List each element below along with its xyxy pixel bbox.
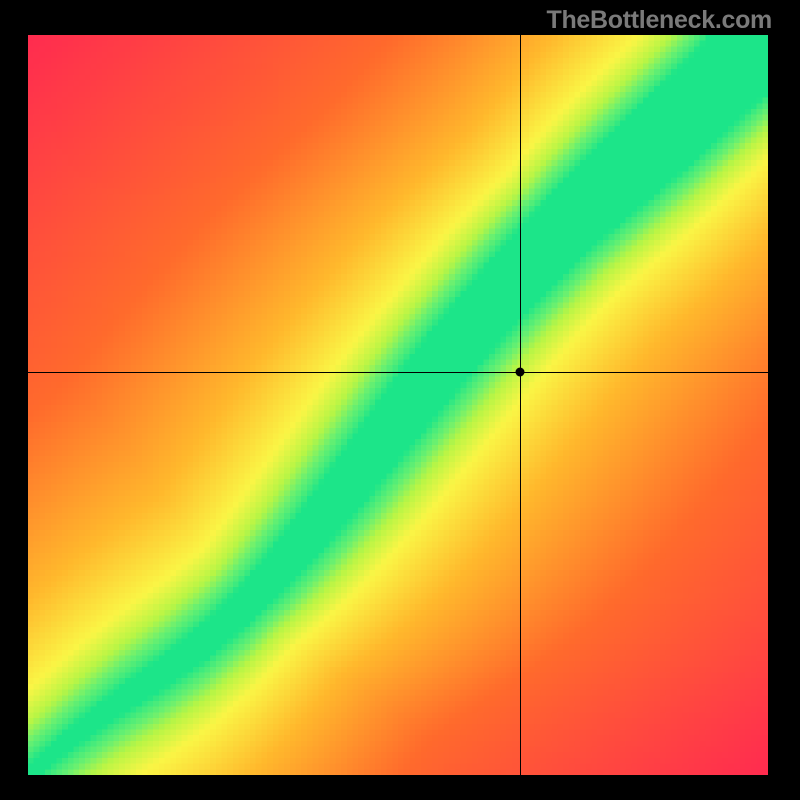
heatmap-plot xyxy=(28,35,768,775)
watermark-text: TheBottleneck.com xyxy=(546,6,772,35)
marker-dot xyxy=(516,367,525,376)
crosshair-vertical xyxy=(520,35,521,775)
heatmap-canvas xyxy=(28,35,768,775)
crosshair-horizontal xyxy=(28,372,768,373)
chart-root: { "watermark": "TheBottleneck.com", "can… xyxy=(0,0,800,800)
